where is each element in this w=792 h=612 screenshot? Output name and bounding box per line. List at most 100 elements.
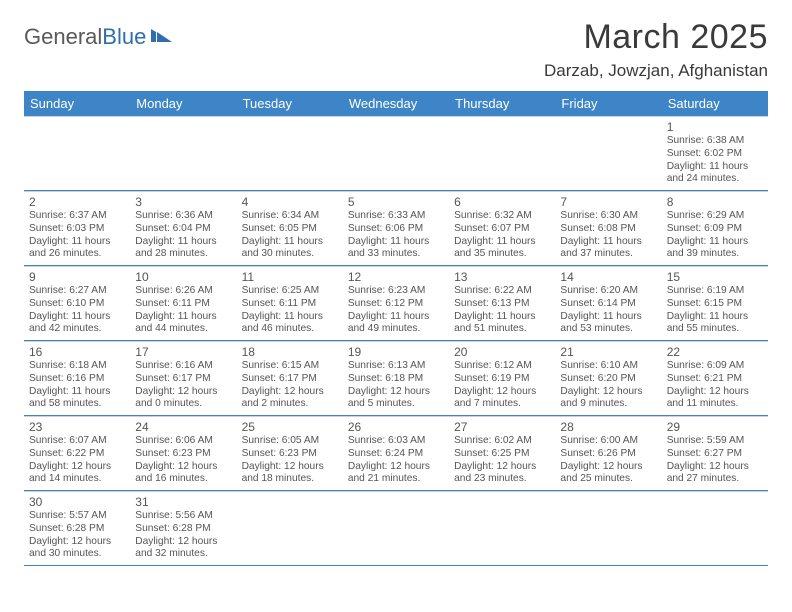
empty-cell bbox=[237, 491, 343, 565]
sunset-text: Sunset: 6:27 PM bbox=[667, 448, 763, 461]
empty-cell bbox=[343, 491, 449, 565]
day-number: 22 bbox=[667, 345, 763, 359]
day-cell: 31Sunrise: 5:56 AMSunset: 6:28 PMDayligh… bbox=[130, 491, 236, 565]
sunrise-text: Sunrise: 6:37 AM bbox=[29, 210, 125, 223]
day-cell: 8Sunrise: 6:29 AMSunset: 6:09 PMDaylight… bbox=[662, 191, 768, 265]
day-cell: 11Sunrise: 6:25 AMSunset: 6:11 PMDayligh… bbox=[237, 266, 343, 340]
day-cell: 22Sunrise: 6:09 AMSunset: 6:21 PMDayligh… bbox=[662, 341, 768, 415]
week-row: 16Sunrise: 6:18 AMSunset: 6:16 PMDayligh… bbox=[24, 341, 768, 416]
sunset-text: Sunset: 6:11 PM bbox=[242, 298, 338, 311]
daylight-text: Daylight: 11 hours bbox=[454, 236, 550, 249]
sunset-text: Sunset: 6:23 PM bbox=[242, 448, 338, 461]
day-number: 25 bbox=[242, 420, 338, 434]
sunset-text: Sunset: 6:13 PM bbox=[454, 298, 550, 311]
daylight-text: Daylight: 11 hours bbox=[560, 311, 656, 324]
day-cell: 19Sunrise: 6:13 AMSunset: 6:18 PMDayligh… bbox=[343, 341, 449, 415]
day-cell: 18Sunrise: 6:15 AMSunset: 6:17 PMDayligh… bbox=[237, 341, 343, 415]
day-number: 6 bbox=[454, 195, 550, 209]
sunset-text: Sunset: 6:08 PM bbox=[560, 223, 656, 236]
daylight-text: and 14 minutes. bbox=[29, 473, 125, 486]
daylight-text: and 35 minutes. bbox=[454, 248, 550, 261]
weekday-label: Tuesday bbox=[237, 91, 343, 116]
month-title: March 2025 bbox=[544, 18, 768, 57]
daylight-text: and 11 minutes. bbox=[667, 398, 763, 411]
day-number: 21 bbox=[560, 345, 656, 359]
daylight-text: Daylight: 11 hours bbox=[454, 311, 550, 324]
sunrise-text: Sunrise: 6:07 AM bbox=[29, 435, 125, 448]
sunset-text: Sunset: 6:03 PM bbox=[29, 223, 125, 236]
day-cell: 30Sunrise: 5:57 AMSunset: 6:28 PMDayligh… bbox=[24, 491, 130, 565]
sunrise-text: Sunrise: 6:03 AM bbox=[348, 435, 444, 448]
day-number: 10 bbox=[135, 270, 231, 284]
daylight-text: and 25 minutes. bbox=[560, 473, 656, 486]
sunrise-text: Sunrise: 5:59 AM bbox=[667, 435, 763, 448]
day-number: 9 bbox=[29, 270, 125, 284]
week-row: 23Sunrise: 6:07 AMSunset: 6:22 PMDayligh… bbox=[24, 416, 768, 491]
day-number: 2 bbox=[29, 195, 125, 209]
sunrise-text: Sunrise: 6:09 AM bbox=[667, 360, 763, 373]
day-number: 8 bbox=[667, 195, 763, 209]
sunrise-text: Sunrise: 6:02 AM bbox=[454, 435, 550, 448]
day-number: 15 bbox=[667, 270, 763, 284]
daylight-text: and 0 minutes. bbox=[135, 398, 231, 411]
sunset-text: Sunset: 6:02 PM bbox=[667, 148, 763, 161]
day-cell: 5Sunrise: 6:33 AMSunset: 6:06 PMDaylight… bbox=[343, 191, 449, 265]
daylight-text: Daylight: 11 hours bbox=[667, 236, 763, 249]
daylight-text: Daylight: 11 hours bbox=[560, 236, 656, 249]
weeks-container: 1Sunrise: 6:38 AMSunset: 6:02 PMDaylight… bbox=[24, 116, 768, 566]
sunset-text: Sunset: 6:07 PM bbox=[454, 223, 550, 236]
sunrise-text: Sunrise: 6:27 AM bbox=[29, 285, 125, 298]
daylight-text: and 58 minutes. bbox=[29, 398, 125, 411]
brand-part1: General bbox=[24, 24, 102, 50]
weekday-label: Friday bbox=[555, 91, 661, 116]
day-number: 14 bbox=[560, 270, 656, 284]
daylight-text: Daylight: 11 hours bbox=[29, 311, 125, 324]
daylight-text: Daylight: 12 hours bbox=[348, 461, 444, 474]
sunset-text: Sunset: 6:09 PM bbox=[667, 223, 763, 236]
empty-cell bbox=[555, 491, 661, 565]
day-cell: 1Sunrise: 6:38 AMSunset: 6:02 PMDaylight… bbox=[662, 116, 768, 190]
sunrise-text: Sunrise: 6:13 AM bbox=[348, 360, 444, 373]
day-cell: 16Sunrise: 6:18 AMSunset: 6:16 PMDayligh… bbox=[24, 341, 130, 415]
day-number: 27 bbox=[454, 420, 550, 434]
sunset-text: Sunset: 6:18 PM bbox=[348, 373, 444, 386]
sunset-text: Sunset: 6:05 PM bbox=[242, 223, 338, 236]
day-cell: 28Sunrise: 6:00 AMSunset: 6:26 PMDayligh… bbox=[555, 416, 661, 490]
sunrise-text: Sunrise: 5:57 AM bbox=[29, 510, 125, 523]
weekday-label: Monday bbox=[130, 91, 236, 116]
daylight-text: and 7 minutes. bbox=[454, 398, 550, 411]
sunrise-text: Sunrise: 6:34 AM bbox=[242, 210, 338, 223]
day-cell: 2Sunrise: 6:37 AMSunset: 6:03 PMDaylight… bbox=[24, 191, 130, 265]
day-cell: 20Sunrise: 6:12 AMSunset: 6:19 PMDayligh… bbox=[449, 341, 555, 415]
empty-cell bbox=[343, 116, 449, 190]
daylight-text: and 32 minutes. bbox=[135, 548, 231, 561]
day-number: 31 bbox=[135, 495, 231, 509]
sunrise-text: Sunrise: 6:29 AM bbox=[667, 210, 763, 223]
daylight-text: Daylight: 11 hours bbox=[667, 161, 763, 174]
daylight-text: Daylight: 12 hours bbox=[454, 386, 550, 399]
header: GeneralBlue March 2025 Darzab, Jowzjan, … bbox=[24, 18, 768, 81]
daylight-text: Daylight: 12 hours bbox=[667, 386, 763, 399]
daylight-text: and 18 minutes. bbox=[242, 473, 338, 486]
daylight-text: Daylight: 11 hours bbox=[667, 311, 763, 324]
daylight-text: and 5 minutes. bbox=[348, 398, 444, 411]
sunset-text: Sunset: 6:28 PM bbox=[135, 523, 231, 536]
daylight-text: and 9 minutes. bbox=[560, 398, 656, 411]
daylight-text: Daylight: 12 hours bbox=[135, 536, 231, 549]
sunrise-text: Sunrise: 6:25 AM bbox=[242, 285, 338, 298]
sunset-text: Sunset: 6:04 PM bbox=[135, 223, 231, 236]
day-cell: 25Sunrise: 6:05 AMSunset: 6:23 PMDayligh… bbox=[237, 416, 343, 490]
daylight-text: Daylight: 12 hours bbox=[135, 461, 231, 474]
day-cell: 29Sunrise: 5:59 AMSunset: 6:27 PMDayligh… bbox=[662, 416, 768, 490]
daylight-text: and 27 minutes. bbox=[667, 473, 763, 486]
daylight-text: Daylight: 11 hours bbox=[348, 311, 444, 324]
daylight-text: Daylight: 12 hours bbox=[29, 461, 125, 474]
sunrise-text: Sunrise: 6:18 AM bbox=[29, 360, 125, 373]
weekday-label: Sunday bbox=[24, 91, 130, 116]
day-cell: 26Sunrise: 6:03 AMSunset: 6:24 PMDayligh… bbox=[343, 416, 449, 490]
day-cell: 14Sunrise: 6:20 AMSunset: 6:14 PMDayligh… bbox=[555, 266, 661, 340]
week-row: 30Sunrise: 5:57 AMSunset: 6:28 PMDayligh… bbox=[24, 491, 768, 566]
day-number: 11 bbox=[242, 270, 338, 284]
day-cell: 3Sunrise: 6:36 AMSunset: 6:04 PMDaylight… bbox=[130, 191, 236, 265]
day-number: 1 bbox=[667, 120, 763, 134]
